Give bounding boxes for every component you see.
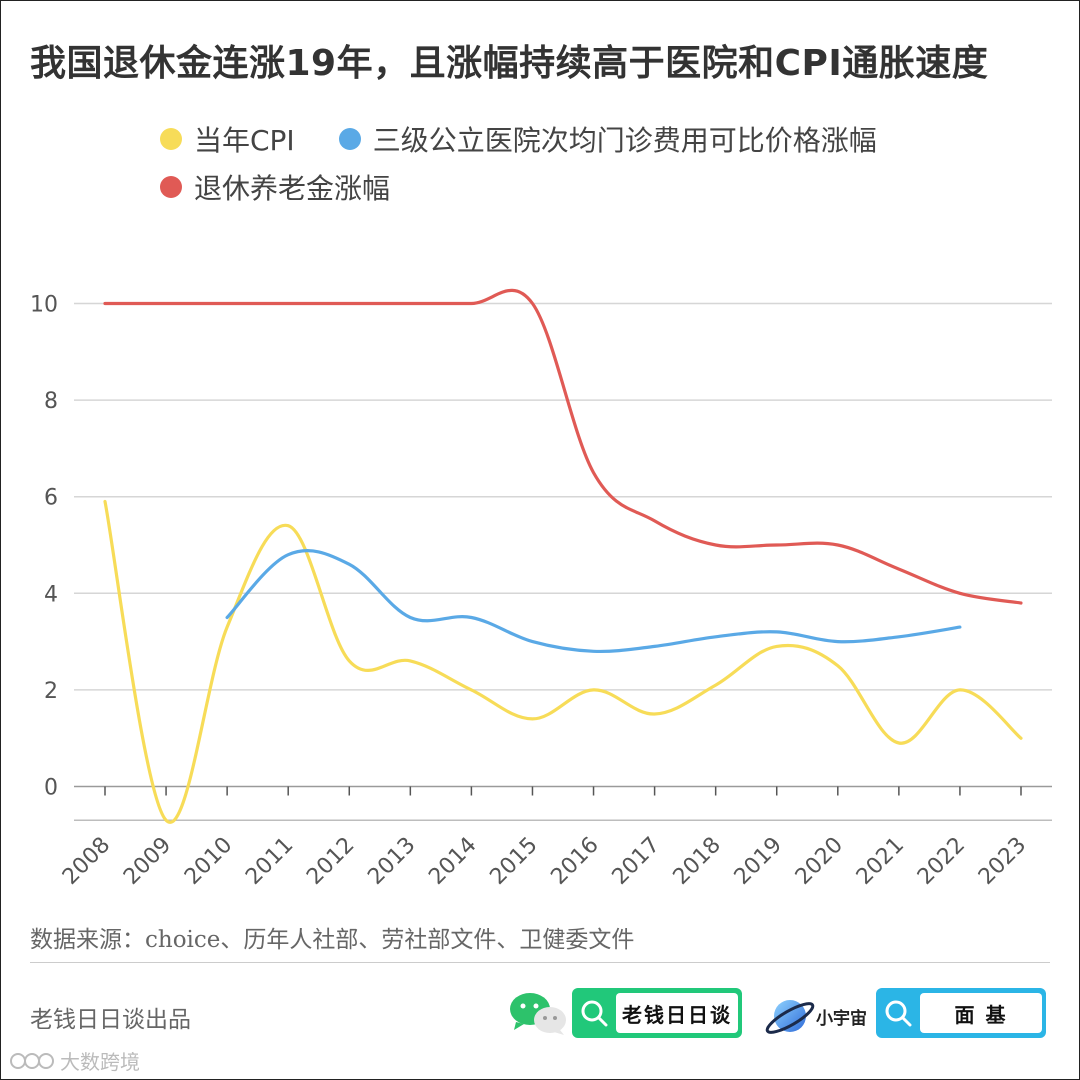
watermark-text: 大数跨境 xyxy=(60,1050,140,1074)
x-tick-label: 2012 xyxy=(302,833,359,890)
brand-xiaoyuzhou: 小宇宙 xyxy=(816,1009,867,1029)
search-icon xyxy=(876,991,920,1035)
y-tick-label: 0 xyxy=(44,776,58,801)
search-box-mianji[interactable]: 面 基 xyxy=(876,988,1046,1038)
x-tick-label: 2016 xyxy=(547,833,604,890)
x-tick-label: 2014 xyxy=(424,833,481,890)
y-tick-label: 2 xyxy=(44,679,58,704)
x-tick-label: 2022 xyxy=(913,833,970,890)
legend-label: 三级公立医院次均门诊费用可比价格涨幅 xyxy=(372,124,877,157)
x-tick-label: 2018 xyxy=(669,833,726,890)
legend-label: 退休养老金涨幅 xyxy=(194,172,391,205)
chart-legend: 当年CPI 三级公立医院次均门诊费用可比价格涨幅退休养老金涨幅 xyxy=(160,118,1040,208)
credit-text: 老钱日日谈出品 xyxy=(30,1007,191,1033)
x-tick-label: 2015 xyxy=(485,833,542,890)
legend-item: 三级公立医院次均门诊费用可比价格涨幅 xyxy=(338,118,877,160)
legend-item: 当年CPI xyxy=(160,118,295,160)
legend-item: 退休养老金涨幅 xyxy=(160,166,390,208)
divider xyxy=(30,962,1050,963)
y-tick-label: 8 xyxy=(44,389,58,414)
x-tick-label: 2021 xyxy=(852,833,909,890)
x-tick-label: 2023 xyxy=(974,833,1031,890)
x-tick-label: 2013 xyxy=(363,833,420,890)
legend-marker xyxy=(160,176,182,198)
x-tick-label: 2019 xyxy=(730,833,787,890)
series-line xyxy=(225,549,962,654)
y-tick-label: 4 xyxy=(44,582,58,607)
search-icon xyxy=(572,991,616,1035)
chart-title: 我国退休金连涨19年，且涨幅持续高于医院和CPI通胀速度 xyxy=(30,43,989,84)
legend-marker xyxy=(338,128,361,150)
search-box-text: 老钱日日谈 xyxy=(616,993,738,1033)
x-tick-label: 2017 xyxy=(608,833,665,890)
wechat-icon xyxy=(510,993,566,1035)
data-source: 数据来源：choice、历年人社部、劳社部文件、卫健委文件 xyxy=(30,927,635,953)
planet-icon xyxy=(765,1000,815,1034)
series-line xyxy=(103,499,1023,824)
x-tick-label: 2020 xyxy=(791,833,848,890)
series-line xyxy=(103,288,1023,605)
watermark-icon xyxy=(10,1052,54,1069)
x-tick-label: 2008 xyxy=(58,833,115,890)
x-tick-label: 2009 xyxy=(119,833,176,890)
legend-label: 当年CPI xyxy=(194,124,295,157)
search-box-laoqian[interactable]: 老钱日日谈 xyxy=(572,988,742,1038)
y-tick-label: 6 xyxy=(44,486,58,511)
x-tick-label: 2010 xyxy=(180,833,237,890)
y-tick-label: 10 xyxy=(30,293,58,318)
watermark: 大数跨境 xyxy=(10,1046,140,1075)
x-tick-label: 2011 xyxy=(241,833,298,890)
search-box-text: 面 基 xyxy=(920,993,1042,1033)
legend-marker xyxy=(160,128,182,150)
